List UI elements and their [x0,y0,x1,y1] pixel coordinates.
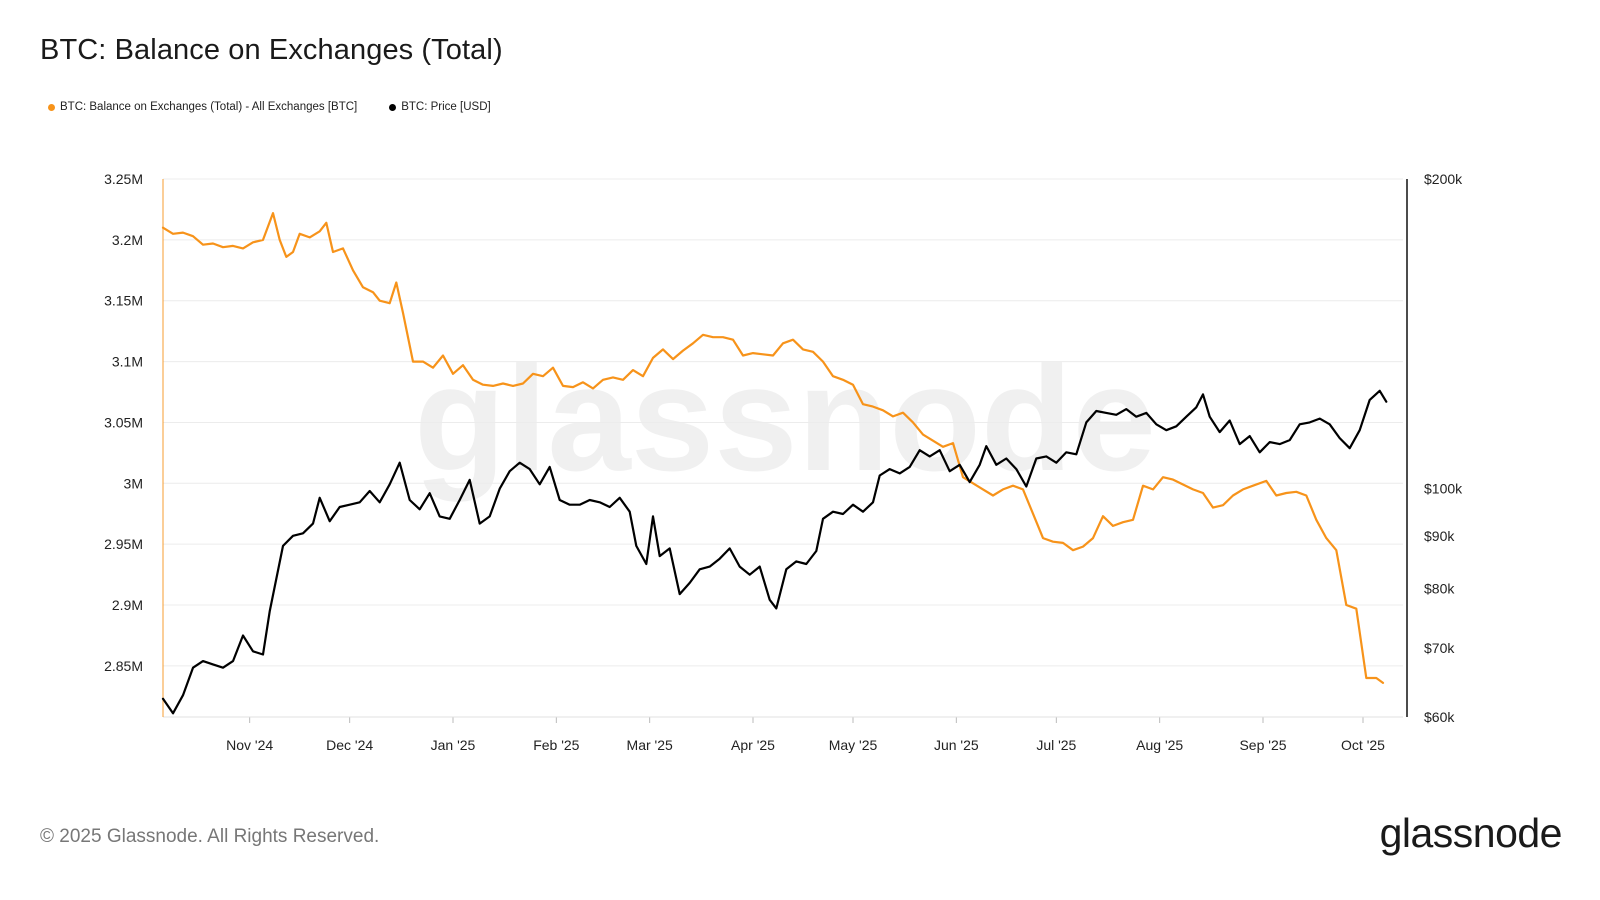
x-tick-label: Jun '25 [934,737,979,753]
y-left-tick-label: 2.85M [104,658,143,674]
x-tick-label: Jan '25 [431,737,476,753]
y-left-tick-label: 2.9M [112,597,143,613]
y-right-tick-label: $80k [1424,580,1455,596]
x-tick-label: Jul '25 [1036,737,1076,753]
series-group [161,212,1388,715]
x-tick-label: Dec '24 [326,737,373,753]
copyright-footer: © 2025 Glassnode. All Rights Reserved. [40,826,380,847]
x-tick-label: Mar '25 [627,737,673,753]
series-line-balance [161,212,1385,684]
series-line-price [161,389,1388,715]
legend-item-price[interactable]: BTC: Price [USD] [389,101,491,113]
legend-label-balance: BTC: Balance on Exchanges (Total) - All … [60,101,358,113]
x-tick-label: Nov '24 [226,737,273,753]
legend-label-price: BTC: Price [USD] [401,101,491,113]
y-left-tick-label: 3.05M [104,414,143,430]
y-left-tick-label: 3.2M [112,232,143,248]
x-tick-label: Aug '25 [1136,737,1183,753]
x-tick-label: Apr '25 [731,737,775,753]
brand-logo[interactable]: glassnode [1379,810,1563,856]
y-right-tick-label: $90k [1424,528,1455,544]
legend-item-balance[interactable]: BTC: Balance on Exchanges (Total) - All … [48,101,357,113]
y-right-tick-label: $100k [1424,481,1463,497]
y-right-tick-label: $60k [1424,709,1455,725]
grid [163,178,1403,667]
x-tick-label: Feb '25 [533,737,579,753]
y-left-tick-label: 3.25M [104,171,143,187]
y-right-tick-label: $70k [1424,640,1455,656]
legend: BTC: Balance on Exchanges (Total) - All … [48,101,491,113]
tick-labels: 3.25M 3.2M 3.15M 3.1M 3.05M 3M 2.95M 2.9M 2.85M $… [104,171,1463,753]
y-left-tick-label: 3M [124,475,143,491]
y-left-tick-label: 2.95M [104,536,143,552]
x-tick-label: Sep '25 [1239,737,1286,753]
y-left-tick-label: 3.1M [112,354,143,370]
legend-dot-price [389,103,397,111]
legend-dot-balance [48,103,55,111]
y-left-tick-label: 3.15M [104,293,143,309]
axes [162,179,1408,723]
y-right-tick-label: $200k [1424,171,1463,187]
x-tick-label: Oct '25 [1341,737,1385,753]
x-tick-label: May '25 [829,737,878,753]
chart-title: BTC: Balance on Exchanges (Total) [40,34,503,66]
watermark: glassnode [414,334,1156,502]
